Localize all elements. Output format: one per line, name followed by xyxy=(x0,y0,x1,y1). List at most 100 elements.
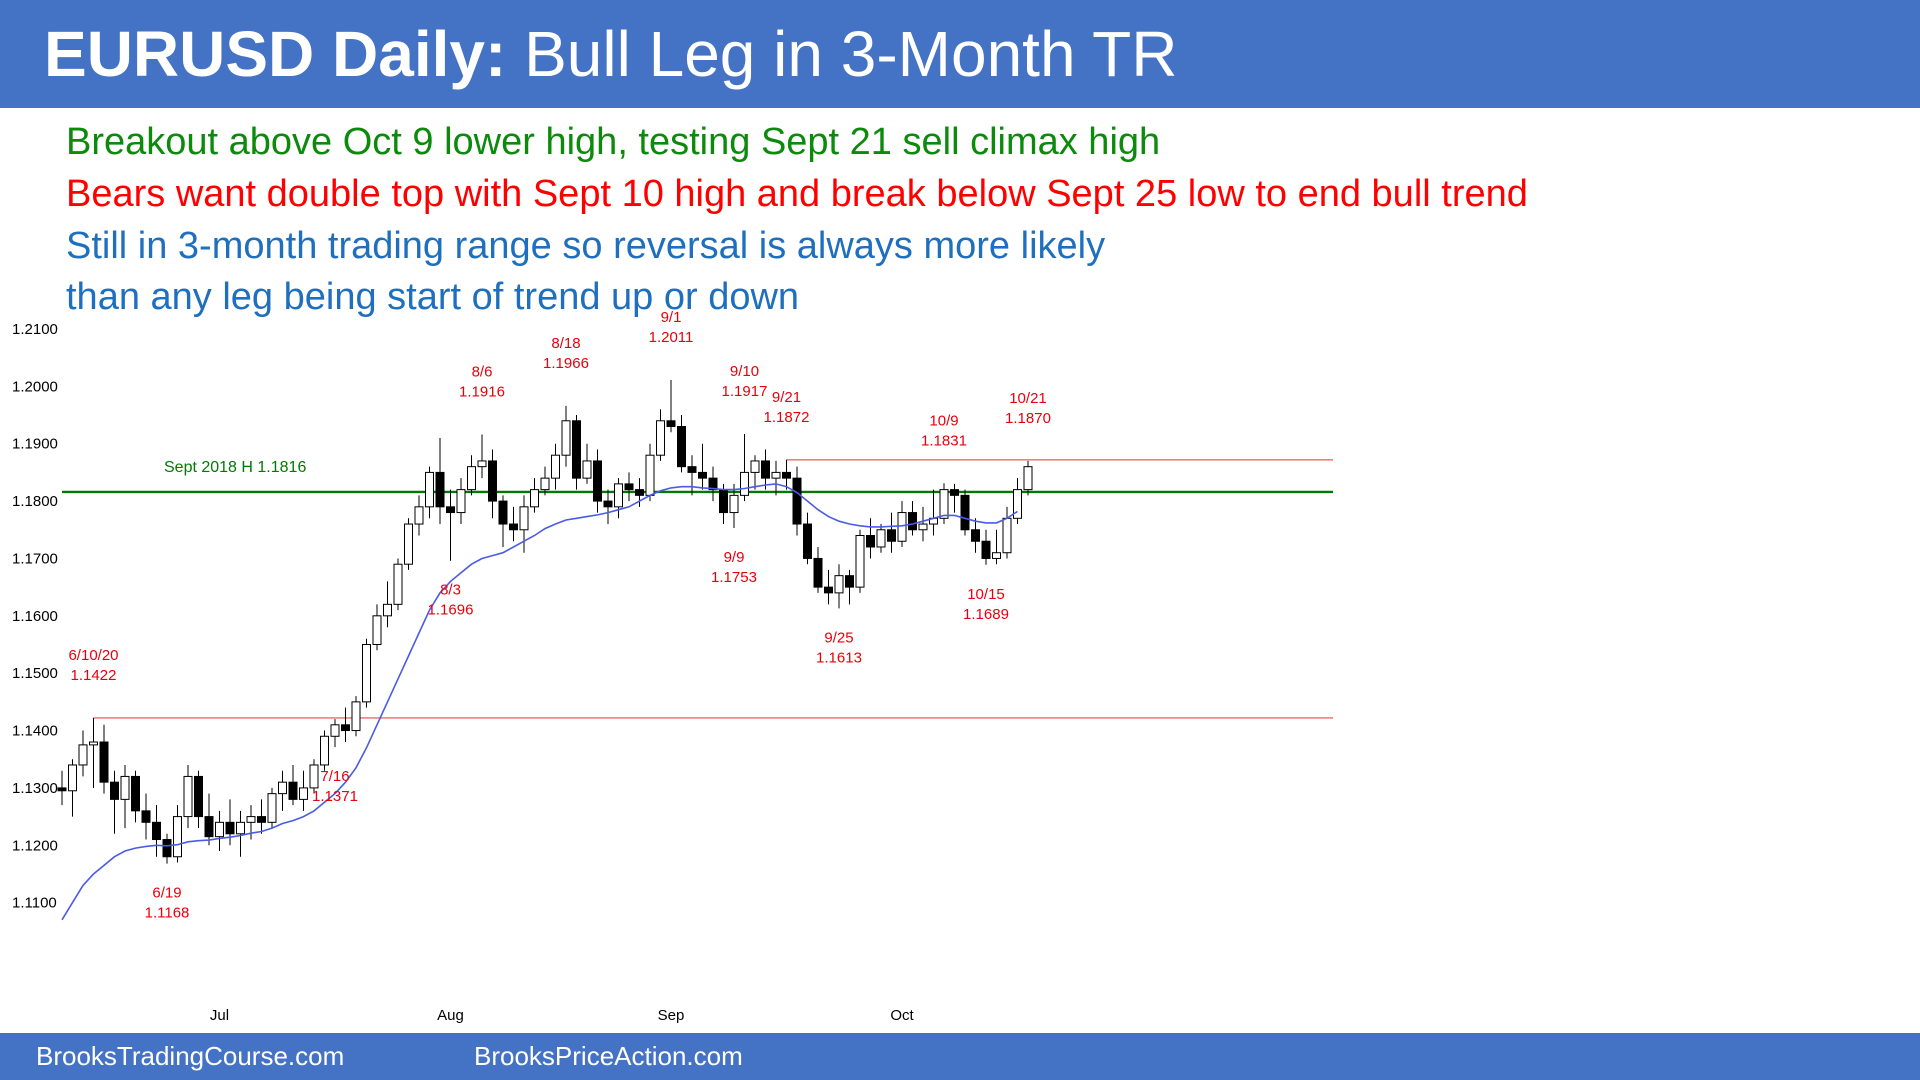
candle xyxy=(215,821,224,838)
candle xyxy=(383,603,392,617)
candle xyxy=(320,735,329,766)
candle xyxy=(782,471,791,479)
candle xyxy=(908,512,917,531)
note-breakout: Breakout above Oct 9 lower high, testing… xyxy=(66,121,1161,163)
candle xyxy=(635,489,644,496)
annotation-date: 9/1 xyxy=(661,309,682,326)
annotation-date: 8/18 xyxy=(551,335,580,352)
annotation-price: 1.1872 xyxy=(764,409,810,426)
candle xyxy=(719,489,728,514)
candle xyxy=(57,787,67,792)
annotation-date: 8/3 xyxy=(440,582,461,599)
candle xyxy=(603,500,613,508)
y-tick-label: 1.1300 xyxy=(12,780,58,797)
candle xyxy=(477,460,487,468)
candle xyxy=(771,471,781,479)
candle xyxy=(414,506,424,525)
candle xyxy=(530,489,539,508)
candle xyxy=(750,460,760,473)
candle xyxy=(435,471,445,508)
page-title: EURUSD Daily: Bull Leg in 3-Month TR xyxy=(44,14,1177,94)
annotation-date: 6/10/20 xyxy=(68,647,118,664)
candle xyxy=(99,741,109,783)
candle xyxy=(393,563,403,605)
candle xyxy=(572,420,581,479)
candle xyxy=(614,483,623,508)
candle xyxy=(236,821,245,835)
y-tick-label: 1.1200 xyxy=(12,837,58,854)
x-tick-label: Jul xyxy=(210,1007,229,1024)
candle xyxy=(456,489,466,514)
candle xyxy=(981,540,991,559)
candle xyxy=(582,460,592,479)
y-tick-label: 1.1600 xyxy=(12,608,58,625)
note-trading-range-cont: than any leg being start of trend up or … xyxy=(66,276,800,318)
candle xyxy=(257,816,266,823)
candle xyxy=(918,523,928,531)
annotation-price: 1.1917 xyxy=(722,383,768,400)
annotation-price: 1.1371 xyxy=(312,788,358,805)
y-tick-label: 1.1400 xyxy=(12,723,58,740)
candle xyxy=(488,460,497,502)
y-tick-label: 1.2100 xyxy=(12,321,58,338)
title-bar: EURUSD Daily: Bull Leg in 3-Month TR xyxy=(0,0,1920,108)
y-tick-label: 1.1700 xyxy=(12,550,58,567)
candle xyxy=(225,821,235,835)
candle xyxy=(729,494,739,514)
candle xyxy=(110,781,119,800)
candle xyxy=(351,701,361,732)
candle xyxy=(299,787,308,800)
y-tick-label: 1.1100 xyxy=(12,895,57,912)
candle xyxy=(845,575,854,588)
candle xyxy=(834,575,844,594)
footer-link-brookstradingcourse[interactable]: BrooksTradingCourse.com xyxy=(36,1041,345,1071)
candle xyxy=(498,500,508,525)
candle xyxy=(813,557,823,588)
candle xyxy=(131,775,140,812)
note-bears: Bears want double top with Sept 10 high … xyxy=(66,173,1528,215)
candle xyxy=(278,781,287,795)
footer-link-brookspriceaction[interactable]: BrooksPriceAction.com xyxy=(474,1041,743,1071)
candle xyxy=(152,821,161,841)
annotation-price: 1.1696 xyxy=(428,602,474,619)
annotation-date: 9/25 xyxy=(824,629,853,646)
candle xyxy=(866,535,875,548)
x-tick-label: Aug xyxy=(437,1007,464,1024)
annotation-date: 8/6 xyxy=(472,364,493,381)
candle xyxy=(89,741,98,746)
candle xyxy=(939,489,949,519)
candle xyxy=(267,793,277,823)
candle xyxy=(183,775,193,818)
candle xyxy=(78,744,88,766)
moving-average-line xyxy=(61,483,1018,921)
candle xyxy=(446,506,455,514)
candle xyxy=(404,523,413,565)
x-tick-label: Oct xyxy=(890,1007,914,1024)
candle xyxy=(897,512,907,542)
candle xyxy=(288,781,298,800)
candle xyxy=(687,466,697,473)
candle xyxy=(362,644,371,703)
title-rest: Bull Leg in 3-Month TR xyxy=(506,18,1178,90)
candle xyxy=(540,477,550,491)
candle xyxy=(887,529,896,542)
candle xyxy=(162,839,172,858)
candle xyxy=(708,477,718,491)
candle xyxy=(1023,466,1033,491)
candle xyxy=(120,775,130,800)
annotation-date: 6/19 xyxy=(152,885,181,902)
candle xyxy=(519,506,529,531)
annotation-date: 9/21 xyxy=(772,389,801,406)
candle xyxy=(992,552,1001,559)
candle xyxy=(509,523,518,531)
y-tick-label: 1.2000 xyxy=(12,378,58,395)
annotation-price: 1.1966 xyxy=(543,355,589,372)
candle xyxy=(624,483,634,491)
y-tick-label: 1.1500 xyxy=(12,665,58,682)
annotation-date: 10/9 xyxy=(929,412,958,429)
candle xyxy=(1013,489,1022,519)
candle xyxy=(960,494,970,531)
candle xyxy=(425,471,434,508)
candle xyxy=(68,764,77,792)
